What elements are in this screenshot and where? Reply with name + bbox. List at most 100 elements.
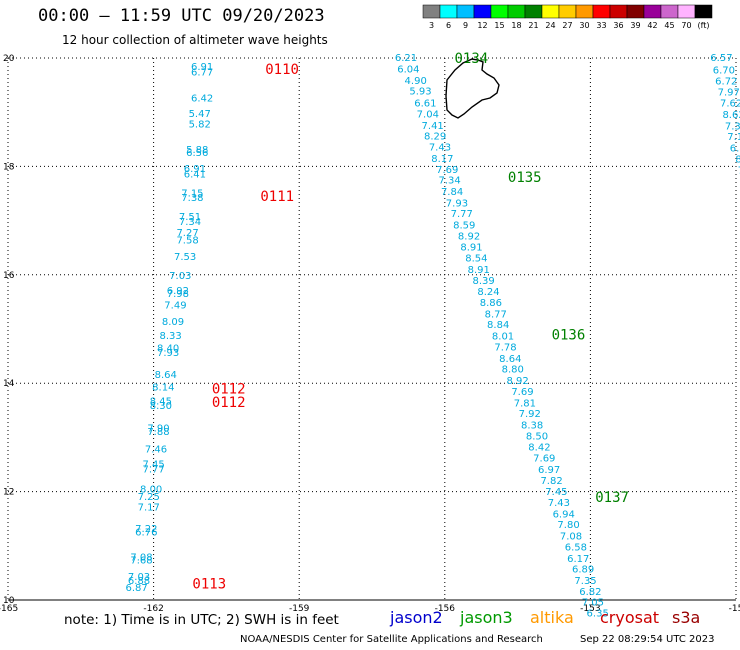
wave-height-label: 7.08 (130, 553, 152, 564)
legend-cryosat: cryosat (600, 608, 660, 627)
wave-height-label: 6.35 (587, 609, 609, 620)
color-label: 27 (562, 21, 572, 30)
color-swatch (439, 4, 458, 19)
wave-height-label: 7.34 (439, 175, 461, 186)
color-label: 39 (630, 21, 640, 30)
color-swatch (541, 4, 560, 19)
color-swatch (456, 4, 475, 19)
color-label: 70 (681, 21, 691, 30)
wave-height-label: 7.45 (545, 487, 567, 498)
wave-height-label: 7.69 (436, 165, 458, 176)
wave-height-label: 7.04 (417, 109, 439, 120)
wave-height-label: 8.45 (150, 397, 172, 408)
y-tick-label: 16 (3, 271, 15, 281)
wave-height-label: 7.92 (519, 409, 541, 420)
pass-time-label: 0136 (552, 327, 586, 343)
wave-height-label: 7.97 (718, 88, 740, 99)
pass-time-label: 0112 (212, 395, 246, 411)
wave-height-label: 7.41 (422, 121, 444, 132)
wave-height-label: 6.89 (572, 565, 594, 576)
wave-height-label: 8.80 (502, 365, 524, 376)
wave-height-label: 7.58 (176, 236, 198, 247)
color-swatch (524, 4, 543, 19)
wave-height-label: 7.68 (130, 555, 152, 566)
wave-height-label: 7.93 (157, 348, 179, 359)
wave-height-label: 7.35 (574, 576, 596, 587)
color-label: (ft) (697, 21, 709, 30)
wave-height-label: 8.30 (150, 401, 172, 412)
axis-ticks: -165 -162 -159 -156 -153 -15 10 12 14 16 18 20 (0, 54, 740, 614)
legend-jason2: jason2 (390, 608, 443, 627)
color-label: 21 (528, 21, 538, 30)
wave-height-label: 6.91 (191, 62, 213, 73)
wave-height-label: 7.49 (164, 301, 186, 312)
wave-height-label: 8.33 (159, 331, 181, 342)
wave-height-label: 8.24 (477, 287, 499, 298)
wave-height-label: 6.61 (414, 99, 436, 110)
wave-height-label: 8.29 (424, 132, 446, 143)
color-swatch (422, 4, 441, 19)
chart-title: 00:00 – 11:59 UTC 09/20/2023 (38, 6, 325, 26)
wave-height-label: 7.38 (181, 193, 203, 204)
wave-height-label: 6.87 (125, 583, 147, 594)
color-swatch (626, 4, 645, 19)
pass-time-label: 0112 (212, 382, 246, 398)
x-tick-label: -153 (580, 604, 600, 614)
wave-height-label: 8.92 (458, 231, 480, 242)
wave-height-label: 7.46 (145, 444, 167, 455)
wave-height-label: 7.98 (167, 289, 189, 300)
wave-height-label: 8.77 (485, 309, 507, 320)
wave-height-label: 7.27 (176, 228, 198, 239)
wave-height-label: 6.04 (397, 64, 419, 75)
x-tick-label: -162 (143, 604, 163, 614)
color-swatch (558, 4, 577, 19)
wave-height-label: 6.57 (710, 53, 732, 64)
wave-height-label: 8.38 (521, 420, 543, 431)
chart-subtitle: 12 hour collection of altimeter wave hei… (62, 33, 328, 47)
wave-height-label: 7.84 (441, 187, 463, 198)
track-values: 6.916.776.425.475.825.886.566.916.417.15… (125, 51, 740, 620)
wave-height-label: 7.43 (548, 498, 570, 509)
x-tick-label: -165 (0, 604, 18, 614)
wave-height-label: 7.14 (727, 132, 740, 143)
legend-altika: altika (530, 608, 574, 627)
wave-height-label: 7.69 (511, 387, 533, 398)
wave-height-label: 6.41 (184, 170, 206, 181)
wave-height-label: 6.76 (135, 527, 157, 538)
wave-height-label: 8.91 (460, 243, 482, 254)
color-label: 36 (613, 21, 623, 30)
wave-height-label: 6.82 (579, 587, 601, 598)
wave-height-label: 6.58 (565, 542, 587, 553)
wave-height-label: 6.72 (715, 76, 737, 87)
color-label: 12 (477, 21, 487, 30)
wave-height-label: 7.62 (720, 99, 740, 110)
wave-height-label: 7.0 (738, 166, 740, 177)
legend-s3a: s3a (672, 608, 701, 627)
wave-height-label: 5.47 (189, 109, 211, 120)
y-tick-label: 20 (3, 54, 15, 64)
color-label: 9 (463, 21, 468, 30)
color-swatch (575, 4, 594, 19)
grid-lines (7, 57, 737, 601)
wave-height-label: 7.78 (494, 342, 516, 353)
wave-height-label: 7.22 (135, 524, 157, 535)
hawaii-coastline (445, 58, 500, 119)
wave-height-label: 8.42 (528, 443, 550, 454)
color-label: 6 (446, 21, 451, 30)
color-label: 18 (511, 21, 521, 30)
wave-height-label: 8.50 (526, 431, 548, 442)
wave-height-label: 8.91 (468, 265, 490, 276)
color-swatch (473, 4, 492, 19)
wave-height-label: 8.09 (162, 317, 184, 328)
wave-height-label: 8.01 (492, 332, 514, 343)
wave-height-label: 7.33 (725, 121, 740, 132)
wave-height-label: 7.77 (451, 209, 473, 220)
wave-height-label: 8.54 (465, 254, 487, 265)
y-tick-label: 18 (3, 162, 15, 172)
wave-height-label: 5.88 (186, 145, 208, 156)
wave-height-label: 8.00 (140, 484, 162, 495)
y-tick-label: 14 (3, 379, 15, 389)
wave-height-label: 8.64 (499, 354, 521, 365)
wave-height-label: 7.03 (169, 271, 191, 282)
wave-height-label: 6.21 (395, 53, 417, 64)
